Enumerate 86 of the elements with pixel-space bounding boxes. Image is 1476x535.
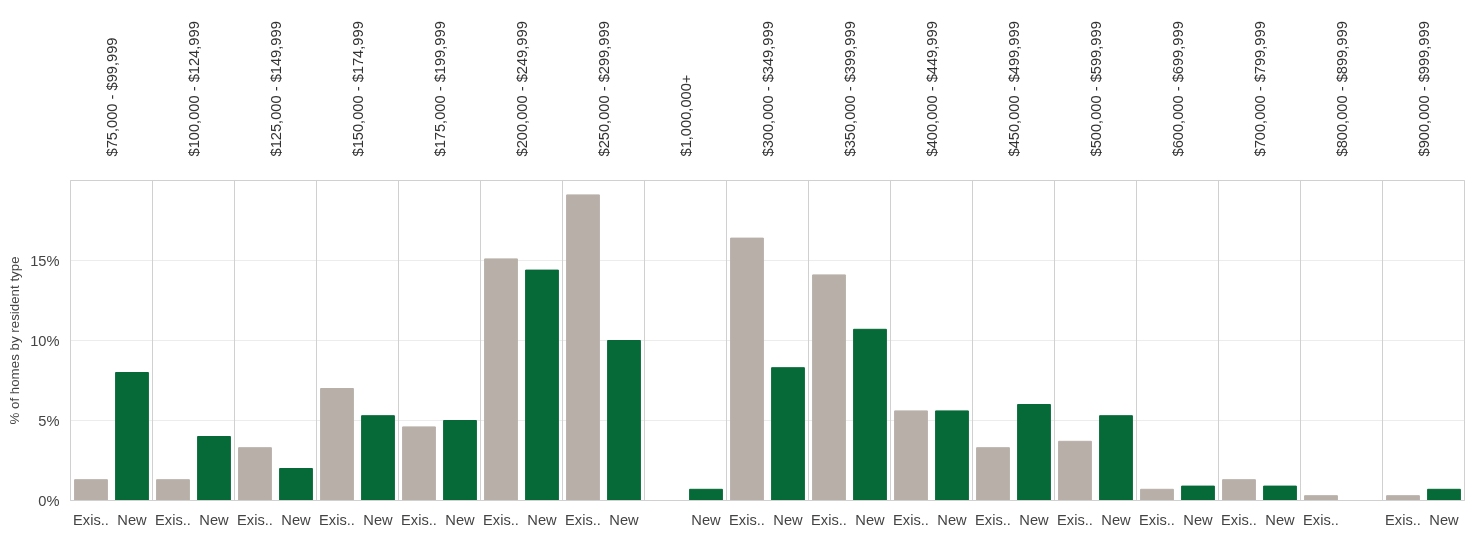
bar (1427, 488, 1461, 501)
text: Exis.. (1057, 511, 1093, 528)
x-tick-label: $500,000 - $599,999 (1087, 21, 1104, 157)
text: Exis.. (73, 511, 109, 528)
y-tick-label: 5% (38, 412, 60, 429)
x-tick-label: $125,000 - $149,999 (267, 21, 284, 157)
x-tick-label: $400,000 - $449,999 (923, 21, 940, 157)
text: Exis.. (319, 511, 355, 528)
text: New (1265, 511, 1295, 528)
text: New (773, 511, 803, 528)
bar (1263, 485, 1297, 501)
x-tick-label: $600,000 - $699,999 (1169, 21, 1186, 157)
bar (361, 415, 395, 501)
bar (1140, 488, 1174, 501)
x-tick-label: $350,000 - $399,999 (841, 21, 858, 157)
bar (1181, 485, 1215, 501)
bar (238, 447, 272, 501)
x-tick-label: $200,000 - $249,999 (513, 21, 530, 157)
y-axis-title: % of homes by resident type (7, 256, 23, 425)
bar (730, 237, 764, 501)
bar (320, 388, 354, 501)
y-tick-label: 10% (30, 332, 60, 349)
text: Exis.. (1303, 511, 1339, 528)
text: Exis.. (811, 511, 847, 528)
bar (1304, 495, 1338, 501)
text: New (855, 511, 885, 528)
x-tick-label: $900,000 - $999,999 (1415, 21, 1432, 157)
x-tick-label: $150,000 - $174,999 (349, 21, 366, 157)
bar (976, 447, 1010, 501)
text: Exis.. (401, 511, 437, 528)
text: New (199, 511, 229, 528)
bar (935, 410, 969, 501)
x-tick-label: $175,000 - $199,999 (431, 21, 448, 157)
x-tick-label: $75,000 - $99,999 (103, 37, 120, 157)
bar (1386, 495, 1420, 501)
text: New (281, 511, 311, 528)
bar (1058, 440, 1092, 501)
bar (279, 468, 313, 501)
text: New (609, 511, 639, 528)
bar (402, 426, 436, 501)
bar (115, 372, 149, 501)
bar (607, 340, 641, 501)
bar (689, 488, 723, 501)
x-tick-label: $800,000 - $899,999 (1333, 21, 1350, 157)
bar (894, 410, 928, 501)
bar (812, 274, 846, 501)
text: Exis.. (893, 511, 929, 528)
y-tick-label: 0% (38, 492, 60, 509)
x-tick-label: $450,000 - $499,999 (1005, 21, 1022, 157)
x-tick-label: $700,000 - $799,999 (1251, 21, 1268, 157)
bar (853, 328, 887, 501)
text: Exis.. (483, 511, 519, 528)
text: New (1101, 511, 1131, 528)
bar (1222, 479, 1256, 501)
bar (197, 436, 231, 501)
x-tick-label: $1,000,000+ (677, 74, 694, 157)
text: New (937, 511, 967, 528)
x-tick-label: $100,000 - $124,999 (185, 21, 202, 157)
text: Exis.. (1385, 511, 1421, 528)
bar (484, 258, 518, 501)
text: Exis.. (565, 511, 601, 528)
text: New (1183, 511, 1213, 528)
series-label: Exis.. (155, 511, 191, 528)
text: New (1429, 511, 1459, 528)
y-tick-label: 15% (30, 252, 60, 269)
text: New (363, 511, 393, 528)
text: Exis.. (237, 511, 273, 528)
text: Exis.. (1139, 511, 1175, 528)
bar (566, 194, 600, 501)
text: Exis.. (1221, 511, 1257, 528)
text: Exis.. (729, 511, 765, 528)
bar (156, 479, 190, 501)
bar (1099, 415, 1133, 501)
text: Exis.. (975, 511, 1011, 528)
text: New (527, 511, 557, 528)
bar (443, 420, 477, 501)
text: New (691, 511, 721, 528)
text: New (445, 511, 475, 528)
series-label: New (117, 511, 148, 528)
text: New (1019, 511, 1049, 528)
bar (771, 367, 805, 501)
bar (525, 269, 559, 501)
x-tick-label: $250,000 - $299,999 (595, 21, 612, 157)
bar (1017, 404, 1051, 501)
bar (74, 479, 108, 501)
x-tick-label: $300,000 - $349,999 (759, 21, 776, 157)
